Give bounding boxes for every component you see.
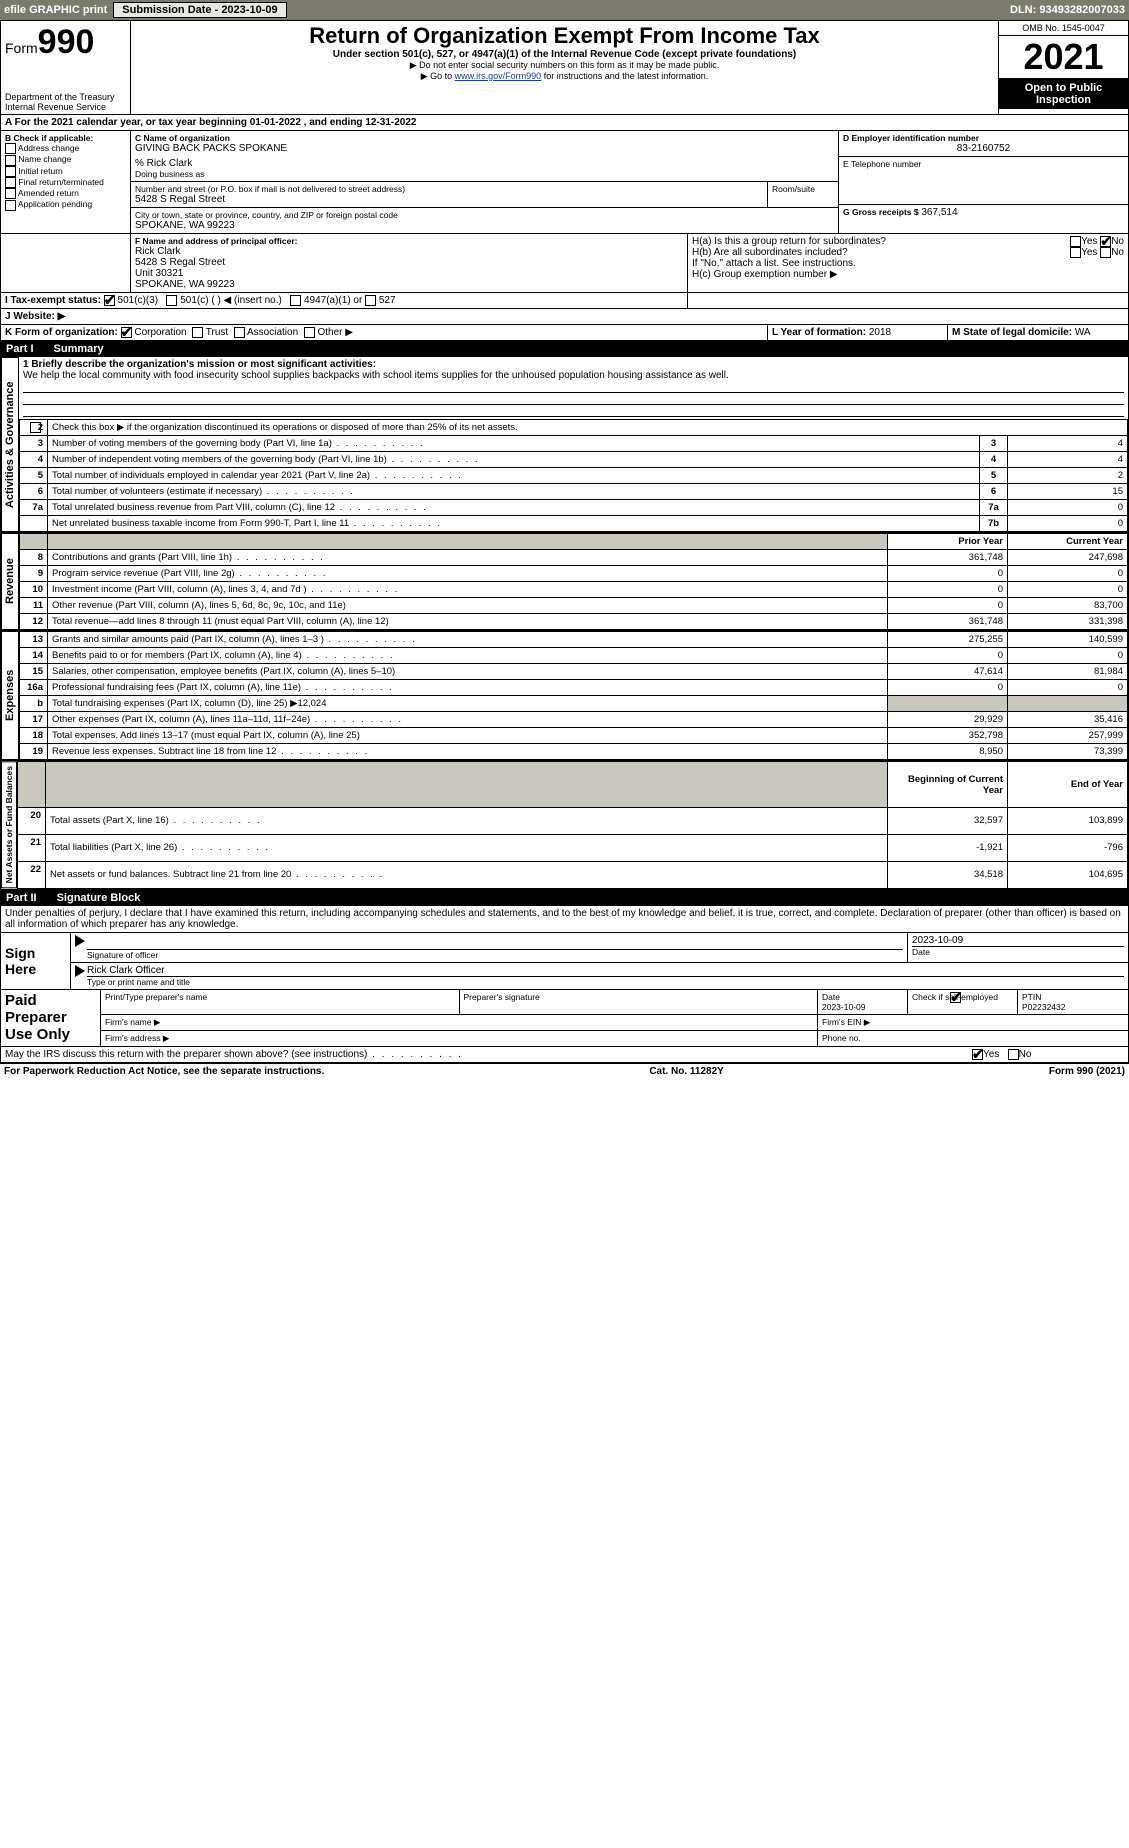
part-ii-header: Part II Signature Block (0, 890, 1129, 906)
submission-date-button[interactable]: Submission Date - 2023-10-09 (113, 2, 286, 18)
governance-table: 2Check this box ▶ if the organization di… (19, 419, 1128, 532)
sig-date: 2023-10-09 (912, 935, 1124, 946)
cb-app-pending[interactable] (5, 200, 16, 211)
state-domicile: WA (1075, 327, 1091, 338)
mission-text: We help the local community with food in… (23, 370, 1124, 381)
cb-trust[interactable] (192, 327, 203, 338)
page-footer: For Paperwork Reduction Act Notice, see … (0, 1063, 1129, 1079)
period-line-a: A For the 2021 calendar year, or tax yea… (1, 115, 1128, 130)
cb-501c3[interactable] (104, 295, 115, 306)
netassets-table: Beginning of Current YearEnd of Year 20T… (17, 761, 1128, 888)
paid-preparer-block: Paid Preparer Use Only Print/Type prepar… (0, 990, 1129, 1047)
revenue-table: Prior YearCurrent Year 8Contributions an… (19, 533, 1128, 630)
efile-label: efile GRAPHIC print (4, 4, 107, 16)
officer-group-block: F Name and address of principal officer:… (0, 234, 1129, 293)
dba-label: Doing business as (135, 169, 834, 179)
cb-discuss-no[interactable] (1008, 1049, 1019, 1060)
room-suite-label: Room/suite (768, 182, 838, 207)
cb-hb-yes[interactable] (1070, 247, 1081, 258)
val-3: 4 (1008, 436, 1128, 452)
box-j-website: J Website: ▶ (1, 309, 1128, 324)
cb-final-return[interactable] (5, 177, 16, 188)
sign-here-block: Sign Here Signature of officer 2023-10-0… (0, 933, 1129, 990)
irs-label: Internal Revenue Service (5, 102, 126, 112)
tax-year: 2021 (999, 36, 1128, 79)
subtitle-1: Under section 501(c), 527, or 4947(a)(1)… (135, 49, 994, 60)
cb-initial-return[interactable] (5, 166, 16, 177)
org-name: GIVING BACK PACKS SPOKANE (135, 143, 834, 154)
cb-assoc[interactable] (234, 327, 245, 338)
form-header: Form990 Department of the Treasury Inter… (0, 20, 1129, 115)
officer-name: Rick Clark (135, 246, 683, 257)
phone-label: E Telephone number (843, 159, 1124, 169)
form-title: Return of Organization Exempt From Incom… (135, 23, 994, 49)
gross-receipts: 367,514 (921, 207, 957, 218)
year-formation: 2018 (869, 327, 891, 338)
box-b: B Check if applicable: Address change Na… (1, 131, 131, 233)
subtitle-2: ▶ Do not enter social security numbers o… (135, 60, 994, 71)
val-7a: 0 (1008, 500, 1128, 516)
cb-501c[interactable] (166, 295, 177, 306)
cb-corp[interactable] (121, 327, 132, 338)
cb-4947[interactable] (290, 295, 301, 306)
sidelabel-governance: Activities & Governance (1, 357, 19, 532)
perjury-declaration: Under penalties of perjury, I declare th… (0, 906, 1129, 933)
cb-self-employed[interactable] (950, 992, 961, 1003)
box-deg: D Employer identification number 83-2160… (838, 131, 1128, 233)
val-7b: 0 (1008, 516, 1128, 532)
val-4: 4 (1008, 452, 1128, 468)
val-6: 15 (1008, 484, 1128, 500)
expenses-table: 13Grants and similar amounts paid (Part … (19, 631, 1128, 760)
care-of: % Rick Clark (135, 158, 834, 169)
cb-other[interactable] (304, 327, 315, 338)
cb-hb-no[interactable] (1100, 247, 1111, 258)
sidelabel-revenue: Revenue (1, 533, 19, 630)
subtitle-3: ▶ Go to www.irs.gov/Form990 for instruct… (135, 71, 994, 82)
box-i: I Tax-exempt status: 501(c)(3) 501(c) ( … (1, 293, 688, 308)
cb-ha-yes[interactable] (1070, 236, 1081, 247)
sidelabel-expenses: Expenses (1, 631, 19, 760)
ein: 83-2160752 (843, 143, 1124, 154)
cb-ha-no[interactable] (1100, 236, 1111, 247)
part-i-header: Part I Summary (0, 341, 1129, 357)
ptin: P02232432 (1022, 1002, 1066, 1012)
officer-printed-name: Rick Clark Officer (87, 965, 1124, 976)
cb-discuss-yes[interactable] (972, 1049, 983, 1060)
efile-topbar: efile GRAPHIC print Submission Date - 20… (0, 0, 1129, 20)
entity-block: B Check if applicable: Address change Na… (0, 131, 1129, 234)
dln-label: DLN: 93493282007033 (1010, 4, 1125, 16)
cb-address-change[interactable] (5, 143, 16, 154)
cb-discontinued[interactable] (30, 422, 41, 433)
form-number: Form990 (5, 23, 126, 62)
cb-amended[interactable] (5, 188, 16, 199)
omb-number: OMB No. 1545-0047 (999, 21, 1128, 36)
irs-link[interactable]: www.irs.gov/Form990 (455, 71, 542, 81)
cb-name-change[interactable] (5, 155, 16, 166)
open-public-badge: Open to Public Inspection (999, 79, 1128, 109)
dept-treasury: Department of the Treasury (5, 92, 126, 102)
box-c: C Name of organization GIVING BACK PACKS… (131, 131, 838, 233)
cb-527[interactable] (365, 295, 376, 306)
city-state-zip: SPOKANE, WA 99223 (135, 220, 834, 231)
val-5: 2 (1008, 468, 1128, 484)
sidelabel-netassets: Net Assets or Fund Balances (1, 761, 17, 888)
box-k: K Form of organization: Corporation Trus… (1, 325, 768, 340)
street-address: 5428 S Regal Street (135, 194, 763, 205)
